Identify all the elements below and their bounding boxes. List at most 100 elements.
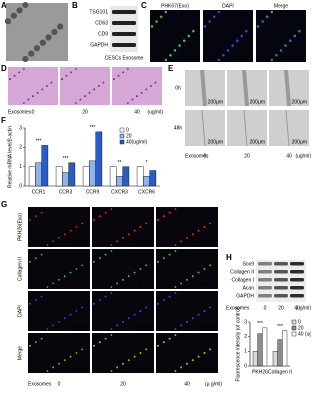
dose-label: 0 [204, 153, 207, 159]
band [290, 270, 304, 274]
cell [93, 88, 96, 91]
cell [110, 334, 113, 336]
cell [150, 25, 154, 28]
panel-label: A [1, 1, 7, 10]
cell [36, 91, 39, 94]
scale-bar-label: 100μm [137, 282, 152, 288]
bar [68, 162, 76, 187]
cell [127, 317, 130, 320]
axis-label: Exosomes [226, 305, 250, 311]
cell [57, 23, 64, 30]
cell [191, 233, 194, 236]
cell [203, 25, 207, 28]
scale-bar-label: 100μm [201, 366, 216, 372]
cell [29, 302, 31, 305]
row-label: 0h [175, 85, 181, 91]
x-tick-label: PKH26 [252, 369, 268, 375]
cell [18, 71, 21, 74]
cell [174, 334, 177, 336]
cell [191, 359, 194, 362]
scale-bar-label: 100μm [201, 324, 216, 330]
cell [136, 95, 138, 98]
cell [122, 278, 124, 281]
cell [113, 78, 115, 81]
cell [145, 306, 148, 309]
bar [122, 166, 130, 187]
cell [110, 370, 113, 372]
cell [180, 282, 183, 285]
cell [174, 250, 177, 252]
cell [52, 282, 55, 285]
image [156, 333, 218, 373]
image [203, 10, 253, 62]
cell [74, 68, 77, 70]
cell [41, 88, 44, 91]
cell [104, 211, 107, 214]
y-axis-label: Relative mRNA level/β-actin [7, 126, 13, 188]
cell [52, 240, 55, 243]
cell [245, 30, 248, 33]
band [112, 43, 136, 47]
cell [116, 324, 119, 327]
image [28, 333, 90, 373]
bar [257, 333, 263, 367]
cell [186, 320, 188, 323]
bar [41, 145, 49, 187]
scale-bar-label: 100μm [201, 240, 216, 246]
cell [174, 244, 177, 246]
band-label: Acan [243, 285, 255, 291]
cell [209, 222, 212, 225]
x-tick-label: CCR3 [59, 189, 73, 195]
cell [127, 233, 130, 236]
cell [102, 81, 105, 84]
cell [122, 362, 124, 365]
cell [46, 370, 49, 372]
significance-label: ** [118, 160, 122, 166]
cell [75, 310, 78, 312]
cell [22, 68, 25, 70]
cell [236, 39, 239, 42]
band [258, 270, 272, 274]
cell [173, 49, 177, 52]
band [112, 32, 136, 36]
cell [145, 264, 148, 267]
cell [93, 344, 95, 347]
cell [104, 295, 107, 298]
dose-label: 20 [278, 305, 284, 311]
scale-bar-label: 200μm [289, 55, 304, 61]
scale-bar-label: 100μm [137, 240, 152, 246]
column-header: Merge [274, 3, 288, 9]
cell [209, 348, 212, 351]
cell [164, 58, 167, 62]
cell [88, 91, 91, 94]
x-tick-label: Collagen II [268, 369, 292, 375]
cell [63, 359, 66, 362]
cell [298, 30, 301, 33]
cell [46, 286, 49, 288]
cell [34, 215, 37, 218]
cell [75, 268, 78, 270]
image [92, 249, 154, 289]
band [290, 278, 304, 282]
cell [178, 44, 181, 47]
scale-bar-label: 200μm [250, 99, 265, 105]
panel-label: B [72, 1, 78, 10]
cell [126, 102, 129, 104]
scratch [200, 69, 207, 107]
cell [45, 85, 48, 87]
band [274, 286, 288, 290]
dose-label: 40 [184, 381, 190, 387]
cell [191, 317, 194, 320]
unit-label: (ug/ml) [295, 153, 311, 159]
cell [27, 98, 30, 101]
cell [203, 352, 206, 354]
bar [62, 172, 69, 187]
cell [208, 20, 211, 23]
row-label: 48h [174, 125, 183, 131]
cell [52, 366, 55, 369]
cell [50, 81, 53, 84]
cell [203, 268, 206, 270]
scratch [284, 69, 291, 107]
cell [40, 253, 43, 256]
scale-bar-label: 200μm [292, 139, 307, 145]
